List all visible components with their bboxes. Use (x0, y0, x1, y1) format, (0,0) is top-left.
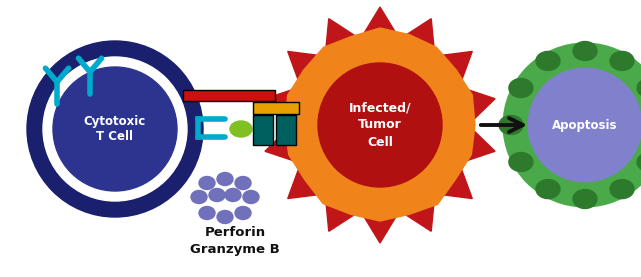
Ellipse shape (199, 206, 215, 219)
Ellipse shape (536, 52, 560, 70)
Circle shape (318, 63, 442, 187)
Ellipse shape (499, 116, 523, 135)
FancyBboxPatch shape (253, 102, 299, 114)
Text: Granzyme B: Granzyme B (190, 242, 280, 255)
FancyBboxPatch shape (183, 90, 275, 101)
Ellipse shape (191, 191, 207, 204)
Ellipse shape (217, 173, 233, 186)
FancyBboxPatch shape (253, 115, 273, 145)
Circle shape (531, 71, 639, 179)
Circle shape (519, 59, 641, 191)
Ellipse shape (536, 179, 560, 199)
Ellipse shape (243, 191, 259, 204)
Text: Cytotoxic
T Cell: Cytotoxic T Cell (84, 115, 146, 143)
Polygon shape (265, 7, 495, 243)
Ellipse shape (610, 179, 634, 199)
Ellipse shape (637, 78, 641, 98)
Ellipse shape (225, 189, 241, 201)
Ellipse shape (230, 121, 252, 137)
Text: Perforin: Perforin (204, 227, 265, 240)
Circle shape (43, 57, 187, 201)
Ellipse shape (509, 78, 533, 98)
Ellipse shape (217, 211, 233, 224)
Circle shape (53, 67, 177, 191)
Ellipse shape (509, 153, 533, 171)
Ellipse shape (209, 189, 225, 201)
Ellipse shape (235, 206, 251, 219)
Ellipse shape (573, 42, 597, 60)
Ellipse shape (235, 176, 251, 189)
Ellipse shape (199, 176, 215, 189)
Polygon shape (285, 28, 475, 221)
Ellipse shape (573, 189, 597, 209)
Ellipse shape (637, 153, 641, 171)
Ellipse shape (610, 52, 634, 70)
Text: Apoptosis: Apoptosis (553, 119, 618, 132)
Circle shape (27, 41, 203, 217)
Text: Infected/
Tumor
Cell: Infected/ Tumor Cell (349, 101, 412, 148)
FancyBboxPatch shape (276, 115, 296, 145)
